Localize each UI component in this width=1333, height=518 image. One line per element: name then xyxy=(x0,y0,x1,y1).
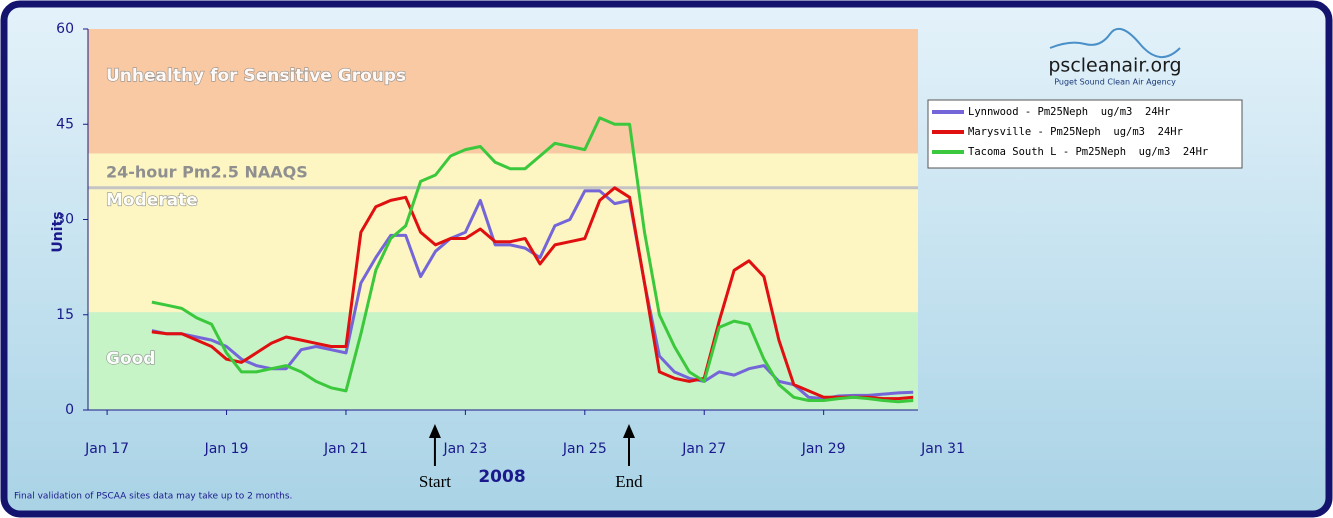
annotation-label: Start xyxy=(419,472,451,491)
x-tick-label: Jan 25 xyxy=(562,441,607,457)
series-line xyxy=(151,116,914,404)
annotation-arrowhead xyxy=(428,424,441,438)
annotation-arrowhead xyxy=(622,424,635,438)
series-line xyxy=(151,186,914,401)
band-label: Good xyxy=(106,349,155,369)
band-label: Moderate xyxy=(106,190,198,210)
legend-label: Lynnwood - Pm25Neph ug/m3 24Hr xyxy=(968,106,1170,118)
aqi-band xyxy=(88,153,918,313)
plot-area: Good Moderate Unhealthy for Sensitive Grou… xyxy=(56,21,965,457)
legend-label: Tacoma South L - Pm25Neph ug/m3 24Hr xyxy=(968,146,1208,158)
annotation-label: End xyxy=(615,472,643,491)
reference-label: 24-hour Pm2.5 NAAQS xyxy=(106,162,308,181)
aqi-band xyxy=(88,29,918,154)
x-tick-label: Jan 27 xyxy=(681,441,726,457)
aqi-band xyxy=(88,312,918,410)
y-tick-label: 45 xyxy=(56,116,74,132)
logo-subtitle: Puget Sound Clean Air Agency xyxy=(1054,78,1176,87)
y-axis-label: Units xyxy=(50,211,66,252)
band-label: Unhealthy for Sensitive Groups xyxy=(106,66,406,86)
x-tick-label: Jan 19 xyxy=(204,441,249,457)
y-tick-label: 60 xyxy=(56,21,74,37)
legend xyxy=(927,99,1243,169)
legend-label: Marysville - Pm25Neph ug/m3 24Hr xyxy=(968,126,1183,138)
x-tick-label: Jan 29 xyxy=(801,441,846,457)
logo-mountains xyxy=(1049,27,1181,58)
footnote: Final validation of PSCAA sites data may… xyxy=(14,492,292,502)
x-tick-label: Jan 21 xyxy=(323,441,368,457)
x-tick-label: Jan 23 xyxy=(442,441,487,457)
y-tick-label: 30 xyxy=(56,212,74,228)
x-tick-label: Jan 17 xyxy=(84,441,129,457)
logo-title: pscleanair.org xyxy=(1048,55,1181,77)
legend-entries: Lynnwood - Pm25Neph ug/m3 24Hr Marysville… xyxy=(932,106,1208,158)
y-tick-label: 0 xyxy=(65,402,74,418)
x-axis-label: 2008 xyxy=(478,467,525,487)
x-tick-label: Jan 31 xyxy=(920,441,965,457)
y-tick-label: 15 xyxy=(56,307,74,323)
